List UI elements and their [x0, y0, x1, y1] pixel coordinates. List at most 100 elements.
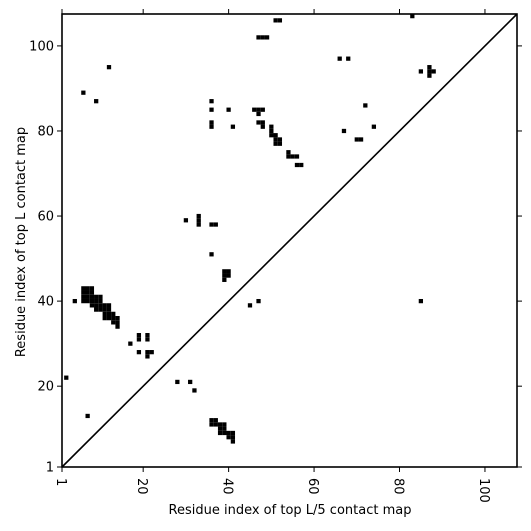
- contact-point: [111, 311, 116, 316]
- contact-point: [85, 413, 90, 419]
- y-tick-label: 20: [37, 380, 54, 395]
- contact-point: [226, 273, 231, 278]
- contact-point: [256, 298, 261, 304]
- contact-point: [286, 150, 291, 155]
- contact-point: [106, 303, 112, 308]
- contact-point: [431, 69, 436, 74]
- contact-point: [145, 350, 150, 355]
- contact-point: [217, 426, 223, 431]
- contact-point: [252, 107, 257, 112]
- contact-point: [427, 73, 432, 78]
- contact-point: [222, 426, 227, 431]
- contact-point: [226, 430, 231, 436]
- contact-point: [196, 222, 201, 227]
- contact-point: [98, 298, 103, 304]
- contact-point: [260, 107, 265, 112]
- contact-point: [358, 137, 364, 142]
- contact-point: [264, 35, 270, 40]
- contact-point: [354, 137, 359, 142]
- contact-point: [94, 294, 99, 299]
- contact-point: [337, 56, 342, 61]
- contact-point: [209, 418, 214, 423]
- contact-point: [213, 222, 218, 227]
- contact-point: [149, 350, 154, 355]
- contact-point: [192, 388, 197, 393]
- contact-point: [217, 430, 223, 436]
- contact-point: [230, 439, 236, 444]
- y-tick-label: 40: [37, 295, 54, 310]
- contact-point: [209, 99, 214, 104]
- contact-point: [290, 154, 295, 159]
- contact-point: [72, 298, 77, 304]
- contact-point: [294, 154, 300, 159]
- contact-point: [115, 320, 120, 325]
- contact-point: [89, 290, 95, 295]
- contact-point: [106, 65, 112, 70]
- contact-point: [145, 333, 150, 338]
- x-tick-label: 1: [53, 478, 68, 486]
- contact-point: [85, 290, 90, 295]
- contact-point: [418, 69, 424, 74]
- contact-point: [273, 133, 278, 138]
- contact-point: [217, 422, 223, 427]
- contact-point: [260, 35, 265, 40]
- contact-point: [188, 379, 193, 385]
- contact-point: [106, 311, 112, 316]
- contact-point: [102, 307, 107, 312]
- contact-point: [273, 18, 278, 23]
- contact-point: [102, 311, 107, 316]
- contact-point: [427, 65, 432, 70]
- contact-point: [269, 133, 274, 138]
- contact-point: [106, 316, 112, 321]
- contact-point: [256, 111, 261, 117]
- contact-point: [94, 307, 99, 312]
- contact-point: [106, 307, 112, 312]
- contact-point: [213, 418, 218, 423]
- contact-point: [247, 303, 253, 308]
- contact-point: [89, 298, 95, 304]
- contact-point: [213, 422, 218, 427]
- contact-point: [277, 137, 283, 142]
- contact-point: [299, 162, 304, 168]
- contact-point: [81, 294, 86, 299]
- contact-point: [222, 269, 227, 274]
- contact-point: [363, 103, 368, 108]
- contact-point: [341, 128, 347, 134]
- contact-point: [286, 154, 291, 159]
- contact-point: [226, 435, 231, 440]
- contact-point: [89, 294, 95, 299]
- contact-point: [196, 213, 201, 219]
- contact-point: [230, 435, 236, 440]
- contact-point: [273, 141, 278, 146]
- points-layer: [64, 14, 436, 444]
- contact-point: [260, 124, 265, 129]
- contact-point: [256, 107, 261, 112]
- contact-point: [269, 128, 274, 134]
- contact-point: [277, 18, 283, 23]
- contact-point: [209, 252, 214, 257]
- y-axis-ticks: 1 20 40 60 80 100: [29, 39, 522, 476]
- contact-point: [89, 286, 95, 291]
- contact-point: [102, 316, 107, 321]
- contact-point: [115, 316, 120, 321]
- contact-point: [98, 294, 103, 299]
- contact-point: [269, 124, 274, 129]
- contact-point: [196, 218, 201, 223]
- contact-point: [222, 273, 227, 278]
- contact-point: [98, 303, 103, 308]
- contact-point: [222, 277, 227, 282]
- contact-point: [136, 337, 142, 342]
- contact-point: [183, 218, 189, 223]
- contact-point: [209, 124, 214, 129]
- contact-point: [115, 324, 120, 329]
- x-tick-label: 80: [391, 478, 406, 495]
- x-tick-label: 20: [134, 478, 149, 495]
- contact-point: [209, 422, 214, 427]
- y-tick-label: 80: [37, 124, 54, 139]
- contact-point: [427, 69, 432, 74]
- contact-point: [371, 124, 377, 129]
- contact-point: [85, 286, 90, 291]
- contact-point: [260, 120, 265, 125]
- contact-point: [175, 379, 180, 385]
